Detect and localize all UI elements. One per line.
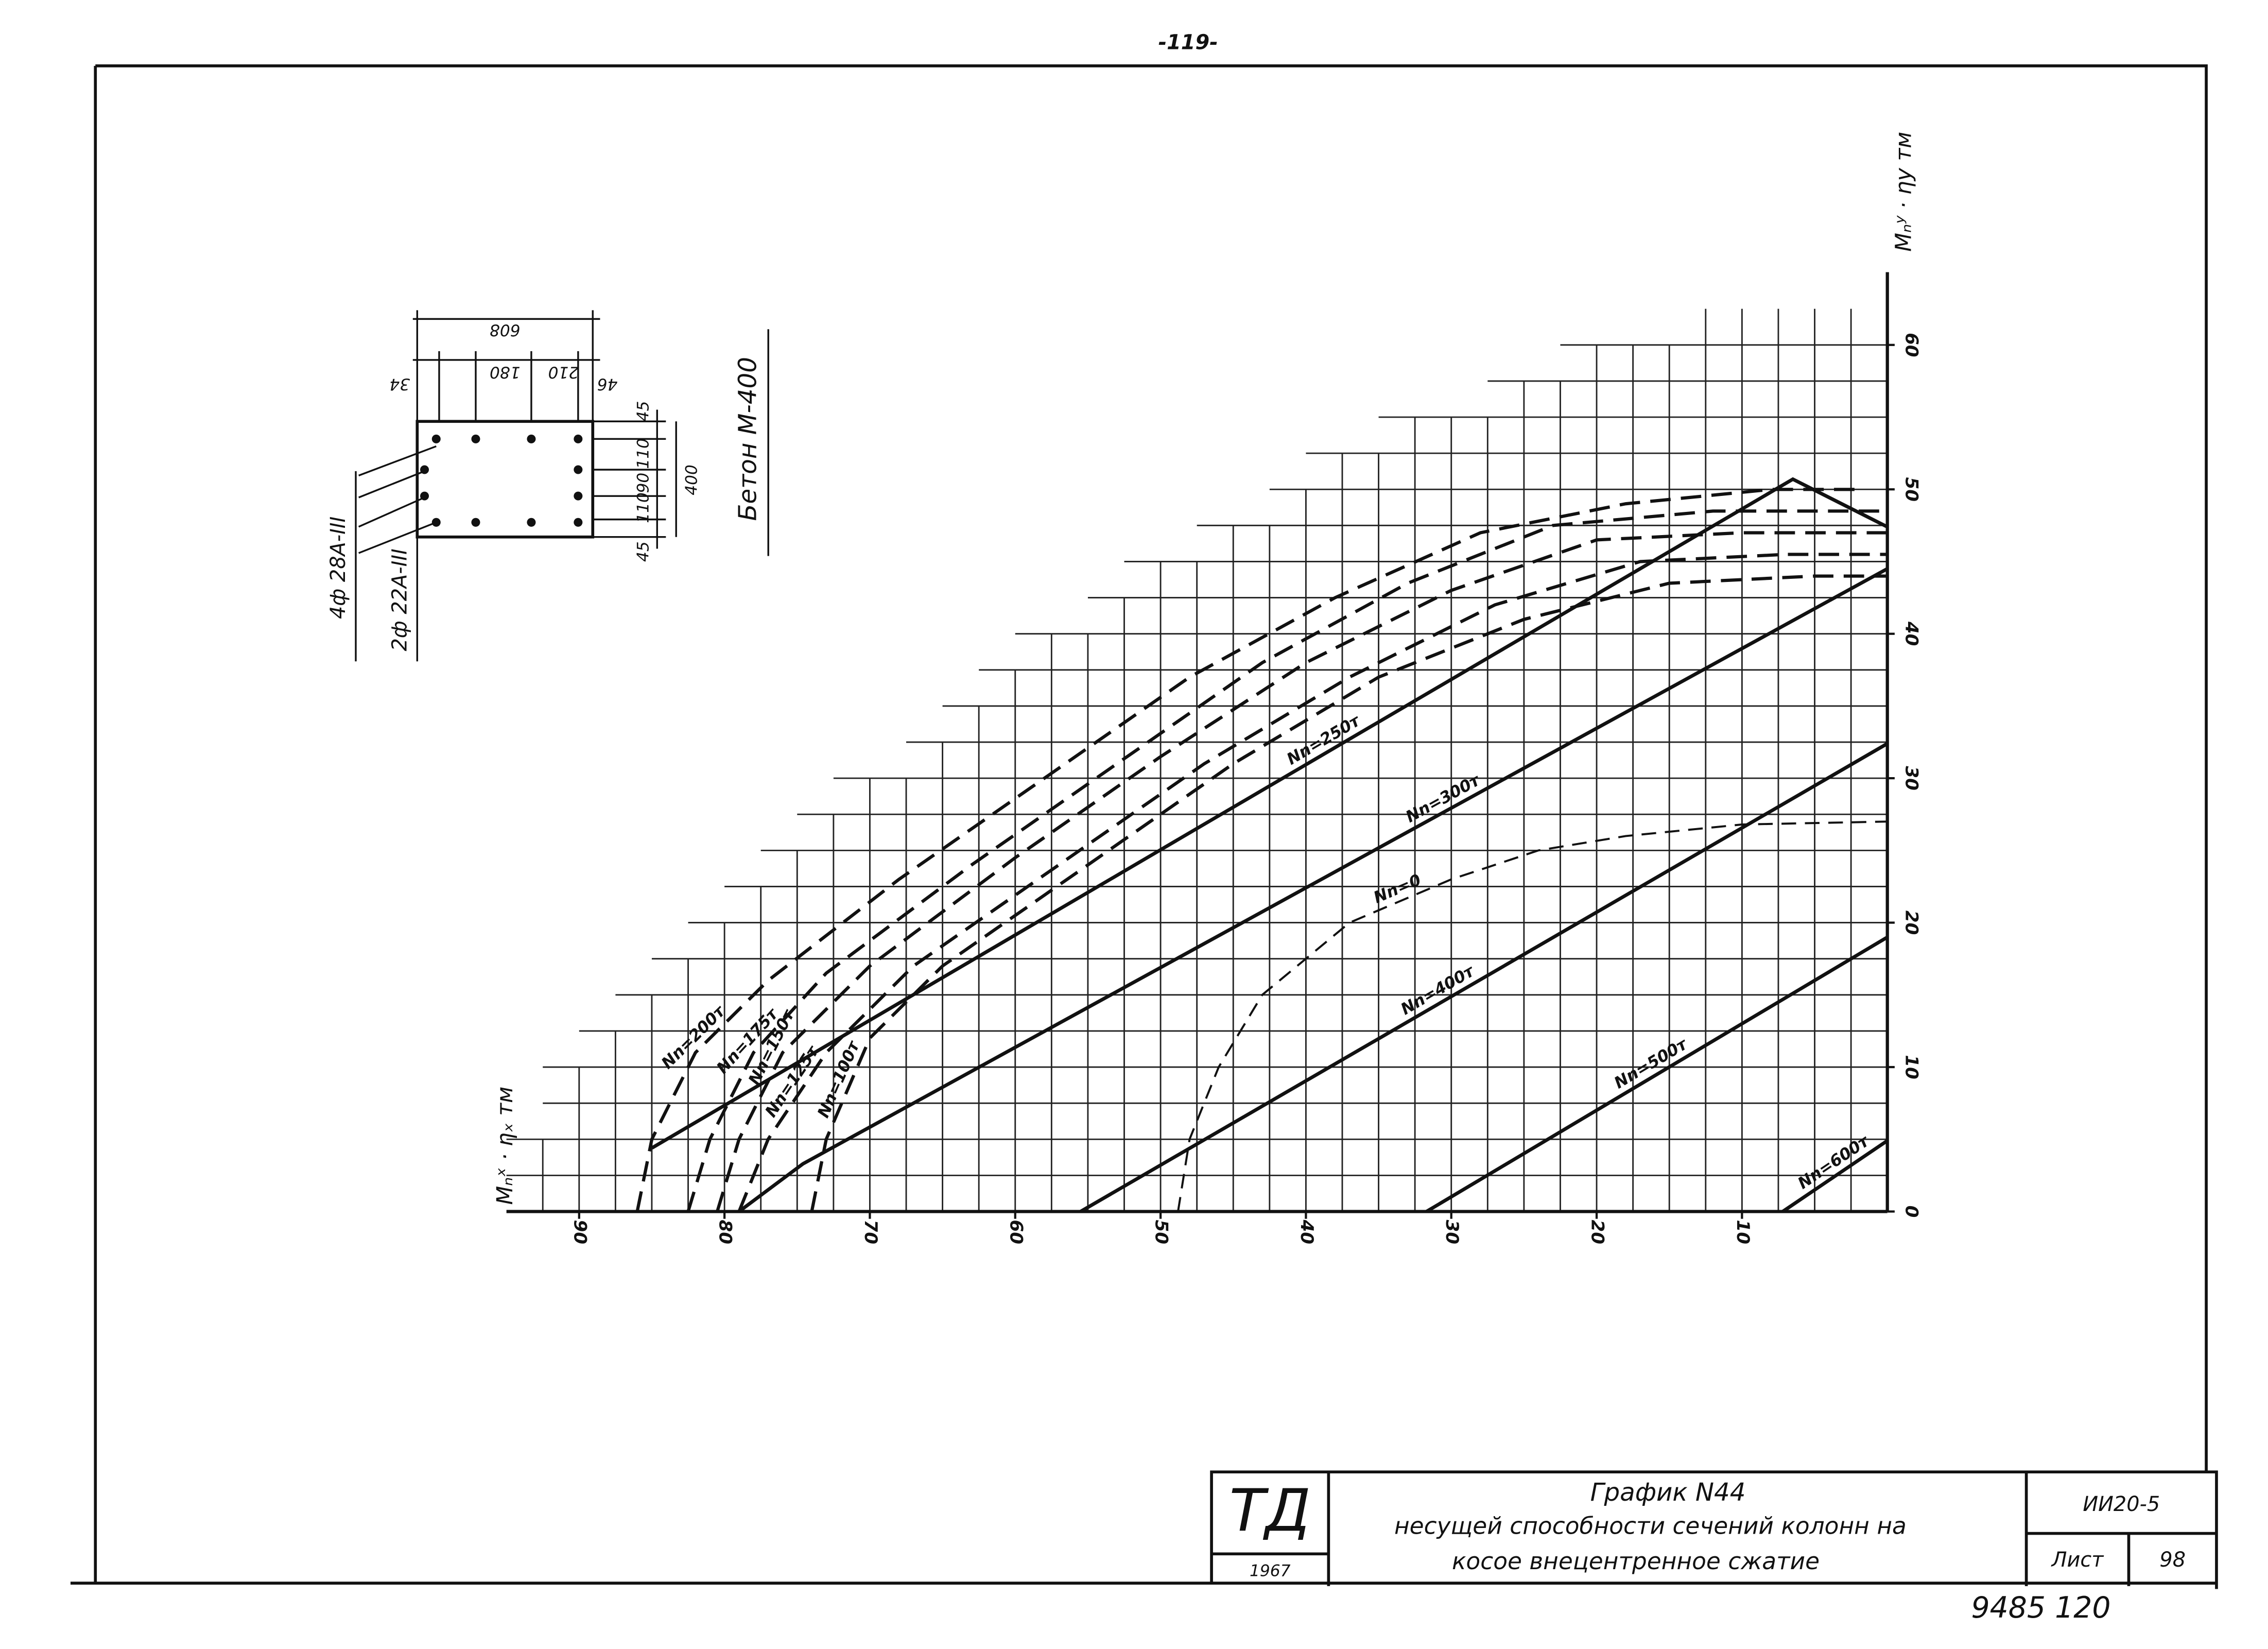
x-tick-label: 10 xyxy=(1733,1220,1753,1244)
sheet-title: График N44 xyxy=(1590,1478,1746,1507)
curve xyxy=(1177,820,1888,1212)
curve xyxy=(1425,935,1889,1213)
title-block: ТД 1967 График N44 несущей способности с… xyxy=(1210,1470,2218,1589)
y-tick-label: 40 xyxy=(1901,621,1922,646)
description-line: несущей способности сечений колонн на xyxy=(1394,1513,1907,1540)
y-tick-label: 60 xyxy=(1901,333,1922,357)
sheet-label: Лист xyxy=(2051,1548,2105,1572)
section-dimension: 110 xyxy=(634,492,653,523)
rebar-dots xyxy=(420,434,583,527)
curve-label: Nn=600т xyxy=(1794,1131,1873,1193)
curve xyxy=(1781,1139,1889,1213)
section-dimension: 34 xyxy=(389,374,410,393)
section-dimension: 45 xyxy=(634,401,653,421)
title-block-lines xyxy=(1210,1470,2218,1589)
y-tick-label: 10 xyxy=(1901,1055,1922,1079)
main-bars: 4ф 28А-III xyxy=(326,517,350,619)
section-dimension: 210 xyxy=(548,363,579,382)
y-axis-label: Mₙʸ · ηy тм xyxy=(1891,132,1916,252)
section-dimension: 180 xyxy=(490,363,521,382)
x-tick-label: 60 xyxy=(1006,1220,1026,1244)
curve-label: Nn=250т xyxy=(1284,711,1364,769)
y-tick-label: 20 xyxy=(1901,911,1922,935)
section-sketch: Бетон М-400 4ф 28А-III 2ф 22А-III 608 180… xyxy=(326,310,769,662)
section-dimension: 45 xyxy=(634,541,653,562)
x-tick-label: 90 xyxy=(569,1220,590,1244)
interaction-chart: 90 80 70 60 50 40 30 20 10 0 10 20 30 40 50 60 Mₙˣ · ηₓ … xyxy=(492,132,1922,1244)
sheet-frame xyxy=(70,64,2217,1585)
y-tick-label: 50 xyxy=(1901,477,1922,502)
x-axis-label: Mₙˣ · ηₓ тм xyxy=(492,1087,518,1205)
x-tick-label: 50 xyxy=(1151,1220,1172,1244)
page-number: -119- xyxy=(1158,31,1218,55)
section-outline xyxy=(415,420,595,539)
curve xyxy=(635,488,1859,1212)
archive-stamp: 9485 120 xyxy=(1971,1591,2110,1625)
section-dimension: 400 xyxy=(682,465,701,495)
x-tick-label: 20 xyxy=(1587,1220,1608,1244)
curve xyxy=(1080,742,1889,1213)
concrete-grade: Бетон М-400 xyxy=(733,357,762,521)
x-tick-label: 70 xyxy=(860,1220,881,1244)
curve xyxy=(737,553,1888,1212)
x-tick-label: 40 xyxy=(1296,1219,1317,1244)
year: 1967 xyxy=(1250,1561,1291,1580)
x-tick-label: 80 xyxy=(715,1220,736,1244)
section-dimension: 90 xyxy=(634,473,653,493)
section-dimension: 608 xyxy=(490,320,521,339)
x-tick-label: 30 xyxy=(1442,1220,1462,1244)
side-bars: 2ф 22А-III xyxy=(388,548,412,651)
curve xyxy=(686,509,1888,1212)
drawing-code: ИИ20-5 xyxy=(2083,1492,2160,1516)
curve xyxy=(716,531,1888,1212)
section-dimension: 46 xyxy=(597,374,618,393)
section-dimension: 110 xyxy=(634,438,653,469)
y-tick-label: 30 xyxy=(1901,766,1922,790)
logo: ТД xyxy=(1230,1476,1311,1544)
section-dimension-lines xyxy=(355,310,769,662)
curve-label: Nn=500т xyxy=(1611,1035,1691,1093)
sheet-number: 98 xyxy=(2159,1548,2186,1572)
curve xyxy=(738,567,1889,1213)
y-tick-label: 0 xyxy=(1901,1206,1922,1218)
curve-label: Nn=400т xyxy=(1398,961,1478,1019)
description-line: косое внецентренное сжатие xyxy=(1452,1548,1820,1575)
curve xyxy=(651,477,1889,1150)
curve xyxy=(810,574,1888,1212)
